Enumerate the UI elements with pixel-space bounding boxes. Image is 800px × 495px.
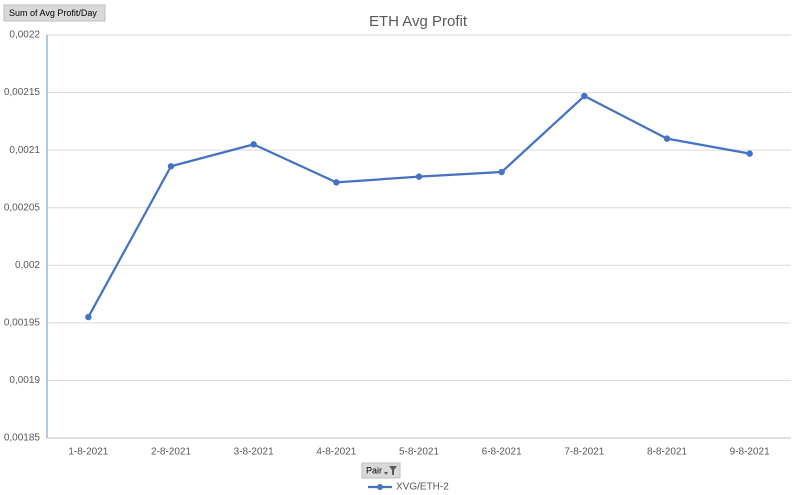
legend-marker [377,484,383,490]
x-tick-label: 6-8-2021 [482,447,522,458]
y-tick-label: 0,00205 [4,202,41,213]
chart-title: ETH Avg Profit [369,13,468,30]
x-tick-label: 5-8-2021 [399,447,439,458]
value-field-button-label[interactable]: Sum of Avg Profit/Day [9,8,97,18]
data-point [415,173,423,180]
x-tick-label: 9-8-2021 [730,447,770,458]
data-point [85,313,92,321]
filter-button-label[interactable]: Pair [366,465,382,475]
x-tick-label: 4-8-2021 [316,447,356,458]
y-tick-label: 0,0021 [9,145,40,156]
data-point [746,150,753,157]
data-point [581,92,588,100]
legend-label: XVG/ETH-2 [396,482,449,493]
y-tick-label: 0,00185 [4,433,41,444]
y-tick-label: 0,0022 [9,30,40,41]
x-tick-label: 2-8-2021 [151,447,191,458]
y-tick-label: 0,0019 [9,375,40,386]
y-tick-label: 0,00215 [4,87,41,98]
value-field-button[interactable] [3,4,106,22]
x-tick-label: 3-8-2021 [234,447,274,458]
data-point [498,168,505,176]
x-tick-label: 1-8-2021 [68,447,108,458]
data-point [333,179,340,186]
data-point [167,163,175,170]
y-tick-label: 0,00195 [4,317,41,328]
x-tick-label: 7-8-2021 [564,447,604,458]
data-point [250,141,257,148]
data-point [663,135,671,142]
y-tick-label: 0,002 [15,260,40,271]
x-tick-label: 8-8-2021 [647,447,687,458]
filter-icon[interactable] [384,466,397,475]
